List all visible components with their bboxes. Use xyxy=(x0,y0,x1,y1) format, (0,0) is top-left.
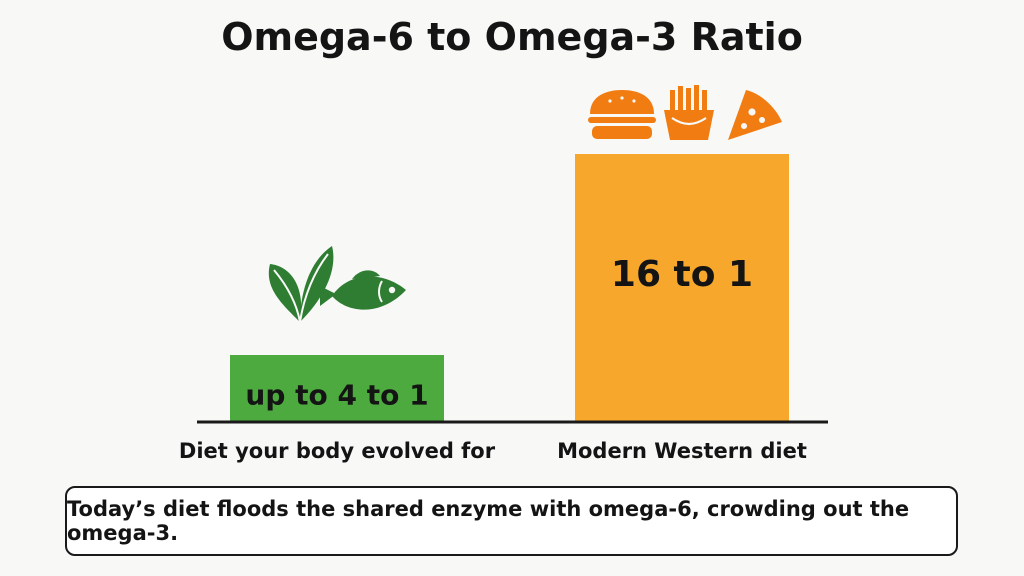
summary-text: Today’s diet floods the shared enzyme wi… xyxy=(67,497,910,545)
bar-value-label: up to 4 to 1 xyxy=(245,379,428,412)
leaf-icon xyxy=(268,246,334,323)
burger-icon xyxy=(588,90,656,139)
bar-evolved-diet xyxy=(230,355,444,422)
bar-value-label: 16 to 1 xyxy=(611,254,753,295)
pizza-icon xyxy=(728,90,782,140)
ratio-chart: Omega-6 to Omega-3 Ratio up to 4 to 1 Die… xyxy=(179,15,828,463)
bars-layer: up to 4 to 1 Diet your body evolved for 16… xyxy=(179,154,807,463)
summary-callout: Today’s diet floods the shared enzyme wi… xyxy=(65,486,958,556)
fish-icon xyxy=(320,270,406,310)
fries-icon xyxy=(664,85,714,140)
category-label: Modern Western diet xyxy=(557,439,807,463)
chart-title: Omega-6 to Omega-3 Ratio xyxy=(221,15,803,59)
bar-modern-diet xyxy=(575,154,789,422)
category-label: Diet your body evolved for xyxy=(179,439,496,463)
